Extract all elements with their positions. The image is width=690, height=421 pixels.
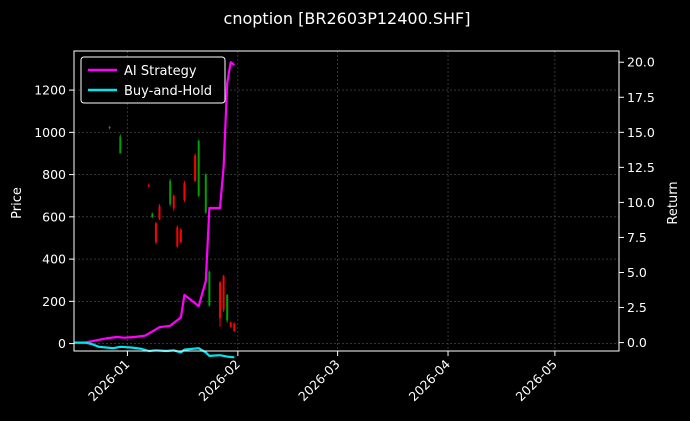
y-axis-left: 0 200 400 600 800 1000 1200 xyxy=(34,83,74,351)
candle-2 xyxy=(147,184,150,188)
candle-body-14 xyxy=(208,271,211,306)
y-axis-left-label: Price xyxy=(10,187,25,219)
candle-13 xyxy=(204,173,207,214)
legend-label-ai-strategy: AI Strategy xyxy=(124,64,197,79)
candle-body-1 xyxy=(119,136,122,154)
y-right-tick-label-7: 17.5 xyxy=(627,90,655,105)
candle-body-10 xyxy=(183,183,186,200)
candle-8 xyxy=(176,225,179,248)
candle-body-4 xyxy=(154,223,157,243)
y-left-tick-label-1: 200 xyxy=(42,294,66,309)
candle-4 xyxy=(154,222,157,245)
y-right-tick-label-8: 20.0 xyxy=(627,55,655,70)
candle-9 xyxy=(179,228,182,244)
candle-7 xyxy=(172,194,175,211)
grid-layer xyxy=(74,51,619,351)
y-right-tick-label-1: 2.5 xyxy=(627,300,647,315)
candle-11 xyxy=(194,153,197,182)
candle-10 xyxy=(183,180,186,203)
y-left-tick-label-6: 1200 xyxy=(34,83,66,98)
y-left-tick-label-5: 1000 xyxy=(34,125,66,140)
candle-17 xyxy=(226,293,229,323)
candle-18 xyxy=(229,321,232,328)
candle-body-13 xyxy=(204,174,207,213)
series-layer xyxy=(74,61,235,359)
candle-1 xyxy=(119,134,122,154)
candle-16 xyxy=(222,274,225,312)
plot-frame xyxy=(73,50,620,352)
candle-body-5 xyxy=(158,206,161,219)
candle-5 xyxy=(158,204,161,221)
candle-12 xyxy=(197,139,200,197)
y-right-tick-label-2: 5.0 xyxy=(627,265,647,280)
y-right-tick-label-0: 0.0 xyxy=(627,335,647,350)
candle-body-7 xyxy=(172,195,175,209)
candle-body-12 xyxy=(197,140,200,196)
candle-body-17 xyxy=(226,295,229,321)
legend: AI Strategy Buy-and-Hold xyxy=(80,56,226,104)
candle-body-2 xyxy=(147,185,150,187)
series-line-ai-strategy xyxy=(74,61,235,344)
y-axis-right-label: Return xyxy=(666,181,681,224)
candle-body-0 xyxy=(108,127,111,129)
chart-title: cnoption [BR2603P12400.SHF] xyxy=(224,9,471,28)
candle-body-16 xyxy=(222,276,225,310)
y-right-tick-label-5: 12.5 xyxy=(627,160,655,175)
y-left-tick-label-2: 400 xyxy=(42,252,66,267)
y-right-tick-label-6: 15.0 xyxy=(627,125,655,140)
candle-layer xyxy=(108,126,236,332)
series-line-buy-and-hold xyxy=(74,341,235,359)
legend-label-buy-and-hold: Buy-and-Hold xyxy=(124,84,212,99)
y-axis-right: 0.0 2.5 5.0 7.5 10.0 12.5 15.0 17.5 20.0 xyxy=(619,55,655,350)
candle-body-8 xyxy=(176,227,179,247)
candle-3 xyxy=(151,212,154,218)
candle-0 xyxy=(108,126,111,130)
candle-body-18 xyxy=(229,322,232,327)
y-right-tick-label-4: 10.0 xyxy=(627,195,655,210)
candle-14 xyxy=(208,270,211,307)
candle-15 xyxy=(219,281,222,327)
y-left-tick-label-3: 600 xyxy=(42,209,66,224)
candle-body-11 xyxy=(194,155,197,181)
legend-box xyxy=(80,56,226,104)
candle-body-6 xyxy=(169,180,172,205)
candle-body-3 xyxy=(151,213,154,217)
y-right-tick-label-3: 7.5 xyxy=(627,230,647,245)
candle-body-15 xyxy=(219,282,222,319)
candle-19 xyxy=(233,322,236,332)
candle-body-19 xyxy=(233,323,236,331)
y-left-tick-label-0: 0 xyxy=(58,336,66,351)
candle-6 xyxy=(169,178,172,207)
candle-body-9 xyxy=(179,229,182,243)
y-left-tick-label-4: 800 xyxy=(42,167,66,182)
